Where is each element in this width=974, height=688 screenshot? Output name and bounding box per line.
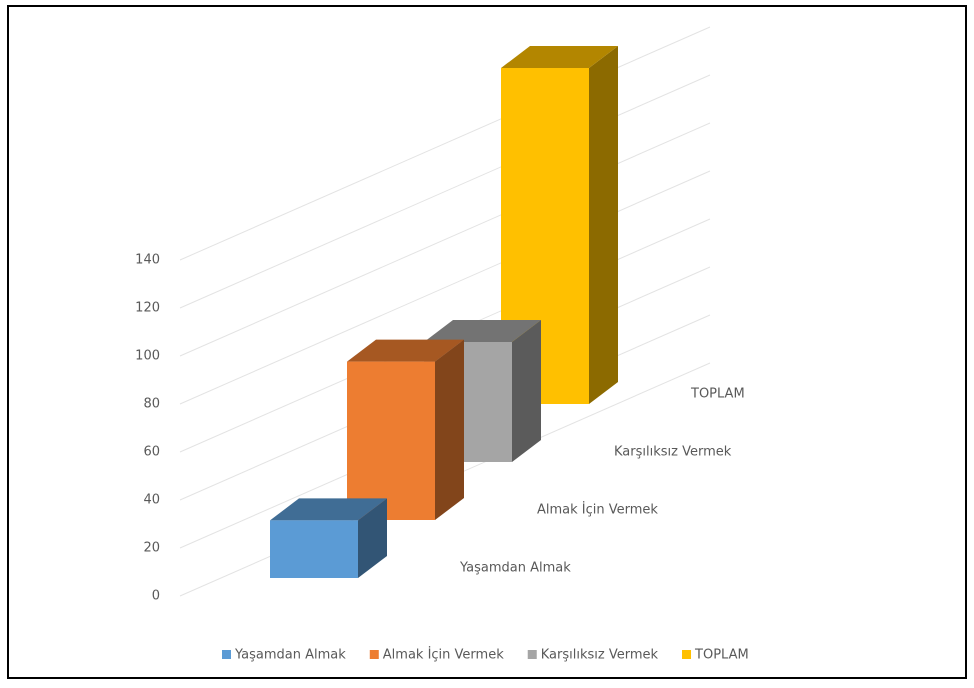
y-tick-label: 20 — [143, 541, 160, 556]
grid-line — [179, 74, 711, 309]
bar-side — [589, 46, 618, 404]
bar-side — [435, 339, 464, 520]
legend-label: Almak İçin Vermek — [383, 647, 504, 663]
y-tick-label: 60 — [143, 445, 160, 460]
category-label: Yaşamdan Almak — [459, 561, 571, 576]
y-tick-label: 80 — [143, 397, 160, 412]
bar-top — [424, 320, 541, 342]
y-tick-label: 40 — [143, 493, 160, 508]
bar-side — [358, 498, 387, 578]
category-label: TOPLAM — [690, 387, 745, 402]
legend-swatch — [527, 650, 537, 659]
legend-label: TOPLAM — [694, 648, 749, 663]
bar — [347, 339, 464, 520]
legend-swatch — [682, 650, 692, 659]
y-tick-label: 100 — [135, 349, 160, 364]
legend-label: Yaşamdan Almak — [234, 648, 346, 663]
bar-top — [501, 46, 618, 68]
bar-top — [347, 339, 464, 362]
category-label: Almak İçin Vermek — [537, 502, 658, 518]
bar — [270, 498, 387, 578]
bar-front — [347, 361, 435, 520]
legend-swatch — [222, 650, 231, 659]
y-tick-label: 0 — [152, 589, 160, 604]
grid-line — [179, 170, 711, 405]
y-tick-label: 140 — [135, 253, 160, 268]
legend-swatch — [369, 650, 379, 659]
bar-top — [270, 498, 387, 521]
grid-line — [179, 122, 711, 357]
legend-label: Karşılıksız Vermek — [541, 648, 659, 663]
category-label: Karşılıksız Vermek — [614, 445, 732, 460]
grid-line — [179, 26, 711, 261]
bar-side — [512, 320, 541, 462]
y-tick-label: 120 — [135, 301, 160, 316]
bar-front — [270, 520, 358, 578]
